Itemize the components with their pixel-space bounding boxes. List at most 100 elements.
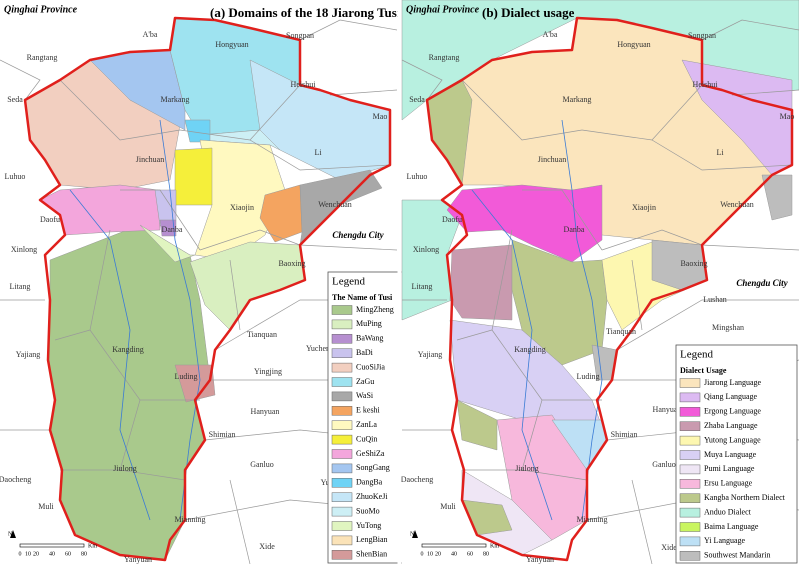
place-label: Songpan <box>286 31 314 40</box>
region <box>159 219 177 237</box>
county-line <box>731 89 799 96</box>
legend-swatch <box>679 551 701 561</box>
place-label: Tianquan <box>247 330 277 339</box>
legend-label: CuoSiJia <box>356 362 385 371</box>
place-label: Xiaojin <box>632 203 656 212</box>
legend-label: Pumi Language <box>704 464 755 473</box>
north-arrow: N <box>410 531 415 537</box>
scale-tick-label: 10 <box>427 551 433 557</box>
place-label: Daocheng <box>0 475 31 484</box>
legend-swatch <box>331 463 353 474</box>
place-label: Li <box>716 148 724 157</box>
north-arrow-shape <box>10 530 16 538</box>
region <box>456 399 498 451</box>
place-label: Chengdu City <box>332 230 384 240</box>
legend-label: Yi Language <box>704 536 746 545</box>
legend-title: Legend <box>680 349 713 361</box>
place-label: Mao <box>373 112 388 121</box>
place-label: Baoxing <box>278 259 305 268</box>
county-line <box>299 19 398 41</box>
place-label: Danba <box>564 225 585 234</box>
legend-swatch <box>331 478 353 488</box>
county-line <box>631 479 653 564</box>
place-label: Tianquan <box>606 327 636 336</box>
place-label: Xinlong <box>413 245 439 254</box>
region <box>139 224 196 263</box>
legend-swatch <box>331 348 353 358</box>
place-label: Luhuo <box>5 172 26 181</box>
legend-swatch <box>679 450 701 460</box>
scale-tick-label: 60 <box>467 551 473 557</box>
scale-tick-label: 20 <box>435 551 441 557</box>
place-label: Daofu <box>442 215 462 224</box>
scale-unit: Km <box>88 543 97 549</box>
legend-label: MuPing <box>356 319 382 328</box>
legend-swatch <box>331 377 353 387</box>
place-label: Hanyuan <box>251 407 280 416</box>
scale-tick-label: 0 <box>421 551 424 557</box>
scale-bar <box>421 543 487 548</box>
legend-subtitle: Dialect Usage <box>680 366 727 375</box>
north-arrow-shape <box>412 530 418 538</box>
legend-swatch <box>679 493 701 503</box>
legend-label: ZanLa <box>356 420 377 429</box>
river <box>471 189 553 521</box>
place-label: Li <box>314 148 322 157</box>
place-label: Xide <box>259 542 275 551</box>
region <box>174 147 213 206</box>
place-label: Seda <box>7 95 23 104</box>
legend-swatch <box>331 420 353 430</box>
legend-label: LengBian <box>356 535 388 544</box>
place-label: Luding <box>174 372 197 381</box>
county-line <box>491 229 602 401</box>
place-label: Heishui <box>693 80 719 89</box>
place-label: Ganluo <box>652 460 676 469</box>
legend-label: GeShiZa <box>356 449 385 458</box>
place-label: Baoxing <box>680 259 707 268</box>
place-label: Litang <box>10 282 31 291</box>
legend-swatch <box>331 305 353 315</box>
legend-label: ShenBian <box>356 550 387 559</box>
place-label: Shimian <box>611 430 638 439</box>
place-label: Yanyuan <box>124 555 152 564</box>
legend-swatch <box>331 362 353 373</box>
province-label: Qinghai Province <box>406 4 480 15</box>
legend-label: BaDi <box>356 348 374 357</box>
place-label: Yingjing <box>254 367 282 376</box>
legend-label: Jiarong Language <box>704 378 762 387</box>
place-label: Markang <box>563 95 592 104</box>
legend-swatch <box>331 492 353 502</box>
county-line <box>249 139 391 171</box>
legend-label: Baima Language <box>704 522 759 531</box>
legend-swatch <box>679 392 701 403</box>
place-label: Danba <box>162 225 183 234</box>
scale-tick-label: 60 <box>65 551 71 557</box>
place-label: Luding <box>576 372 599 381</box>
county-line <box>59 79 181 141</box>
legend-swatch <box>331 449 353 459</box>
place-label: Jinchuan <box>538 155 566 164</box>
place-label: Ganluo <box>250 460 274 469</box>
panel-title: (a) Domains of the 18 Jiarong Tusi <box>210 5 401 20</box>
legend-label: Southwest Mandarin <box>704 551 770 560</box>
place-label: A'ba <box>543 30 558 39</box>
river <box>159 119 201 521</box>
scale-tick-label: 0 <box>19 551 22 557</box>
legend-swatch <box>331 506 353 517</box>
legend-label: Muya Language <box>704 450 757 459</box>
county-line <box>0 59 41 101</box>
legend-swatch <box>679 507 701 518</box>
county-line <box>651 139 793 171</box>
place-label: Rangtang <box>429 53 460 62</box>
place-label: Mao <box>780 112 795 121</box>
place-label: Hongyuan <box>215 40 248 49</box>
study-area-boundary <box>425 16 794 562</box>
river <box>561 119 603 521</box>
legend-swatch <box>679 407 701 417</box>
place-label: Muli <box>440 502 456 511</box>
county-line <box>461 79 583 141</box>
place-label: Chengdu City <box>736 278 788 288</box>
scale-unit: Km <box>490 543 499 549</box>
county-line <box>120 189 201 251</box>
place-label: Yajiang <box>16 350 41 359</box>
